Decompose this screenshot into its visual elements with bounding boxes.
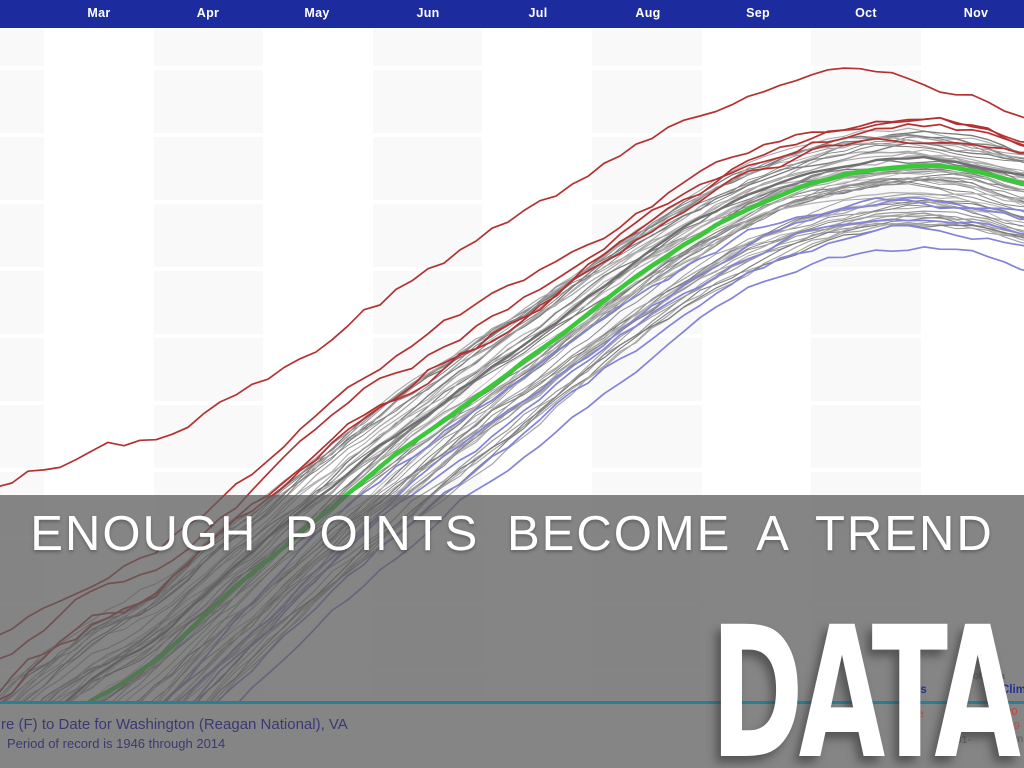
month-label-sep: Sep (746, 6, 770, 20)
gridline (0, 334, 44, 338)
gridline (592, 200, 702, 204)
slide-title: ENOUGH POINTS BECOME A TREND (30, 507, 994, 561)
gridline (592, 66, 702, 70)
gridline (592, 133, 702, 137)
coldest-year-line (163, 196, 1024, 703)
gridline (811, 334, 921, 338)
gridline (373, 200, 482, 204)
big-word-data: DATA (710, 588, 1021, 768)
gridline (811, 267, 921, 271)
month-label-aug: Aug (635, 6, 661, 20)
gridline (811, 200, 921, 204)
year-line-gray (196, 204, 1024, 703)
chart-caption-title: re (F) to Date for Washington (Reagan Na… (1, 716, 348, 733)
gridline (0, 66, 44, 70)
footer-fragment: AA's (901, 684, 927, 696)
footer-fragment: eri (903, 723, 915, 735)
month-label-may: May (304, 6, 330, 20)
gridline (154, 133, 263, 137)
gridline (373, 66, 482, 70)
month-label-feb: Feb (0, 6, 1, 20)
gridline (154, 66, 263, 70)
gridline (373, 133, 482, 137)
gridline (373, 334, 482, 338)
year-line-gray (195, 224, 1024, 703)
footer-fragment: ot crea (973, 670, 1006, 682)
gridline (592, 468, 702, 472)
coldest-year-line (192, 218, 1024, 703)
gridline (154, 334, 263, 338)
gridline (811, 468, 921, 472)
footer-fragment: co (856, 723, 868, 735)
gridline (0, 200, 44, 204)
year-line-gray (164, 183, 1024, 703)
chart-bottom-axis-line (0, 701, 1024, 704)
year-line-gray (180, 210, 1024, 703)
month-label-mar: Mar (87, 6, 111, 20)
footer-fragment: st pe (901, 708, 924, 720)
gridline (0, 267, 44, 271)
warmest-year-line (0, 67, 1024, 488)
footer-fragment: orm (1005, 733, 1024, 745)
gridline (154, 200, 263, 204)
month-label-apr: Apr (196, 6, 220, 20)
coldest-year-line (236, 246, 1024, 703)
gridline (154, 468, 263, 472)
gridline (0, 401, 44, 405)
gridline (0, 468, 44, 472)
month-label-nov: Nov (963, 6, 989, 20)
footer-fragment: Clim (1001, 684, 1024, 696)
coldest-year-line (174, 197, 1024, 703)
gridline (811, 133, 921, 137)
gridline (0, 133, 44, 137)
gridline (811, 401, 921, 405)
gridline (811, 66, 921, 70)
gridline (592, 401, 702, 405)
footer-fragment: 5 w (846, 708, 863, 720)
month-label-jun: Jun (416, 6, 440, 20)
year-line-gray (162, 193, 1024, 703)
footer-fragment: n: 20 (994, 706, 1018, 718)
month-label-jul: Jul (528, 6, 548, 20)
coldest-year-line (214, 224, 1024, 703)
year-line-gray (208, 216, 1024, 703)
gray-overlay-band (0, 495, 1024, 768)
gridline (592, 334, 702, 338)
footer-fragment: 19 (1008, 720, 1020, 732)
year-line-gray (190, 212, 1024, 703)
footer-fragment: 581- (950, 734, 972, 746)
month-label-oct: Oct (855, 6, 877, 20)
chart-caption-period: Period of record is 1946 through 2014 (7, 736, 226, 751)
gridline (154, 401, 263, 405)
month-axis-bar: Feb Mar Apr May Jun Jul Aug Sep Oct Nov (0, 0, 1024, 28)
gridline (154, 267, 263, 271)
